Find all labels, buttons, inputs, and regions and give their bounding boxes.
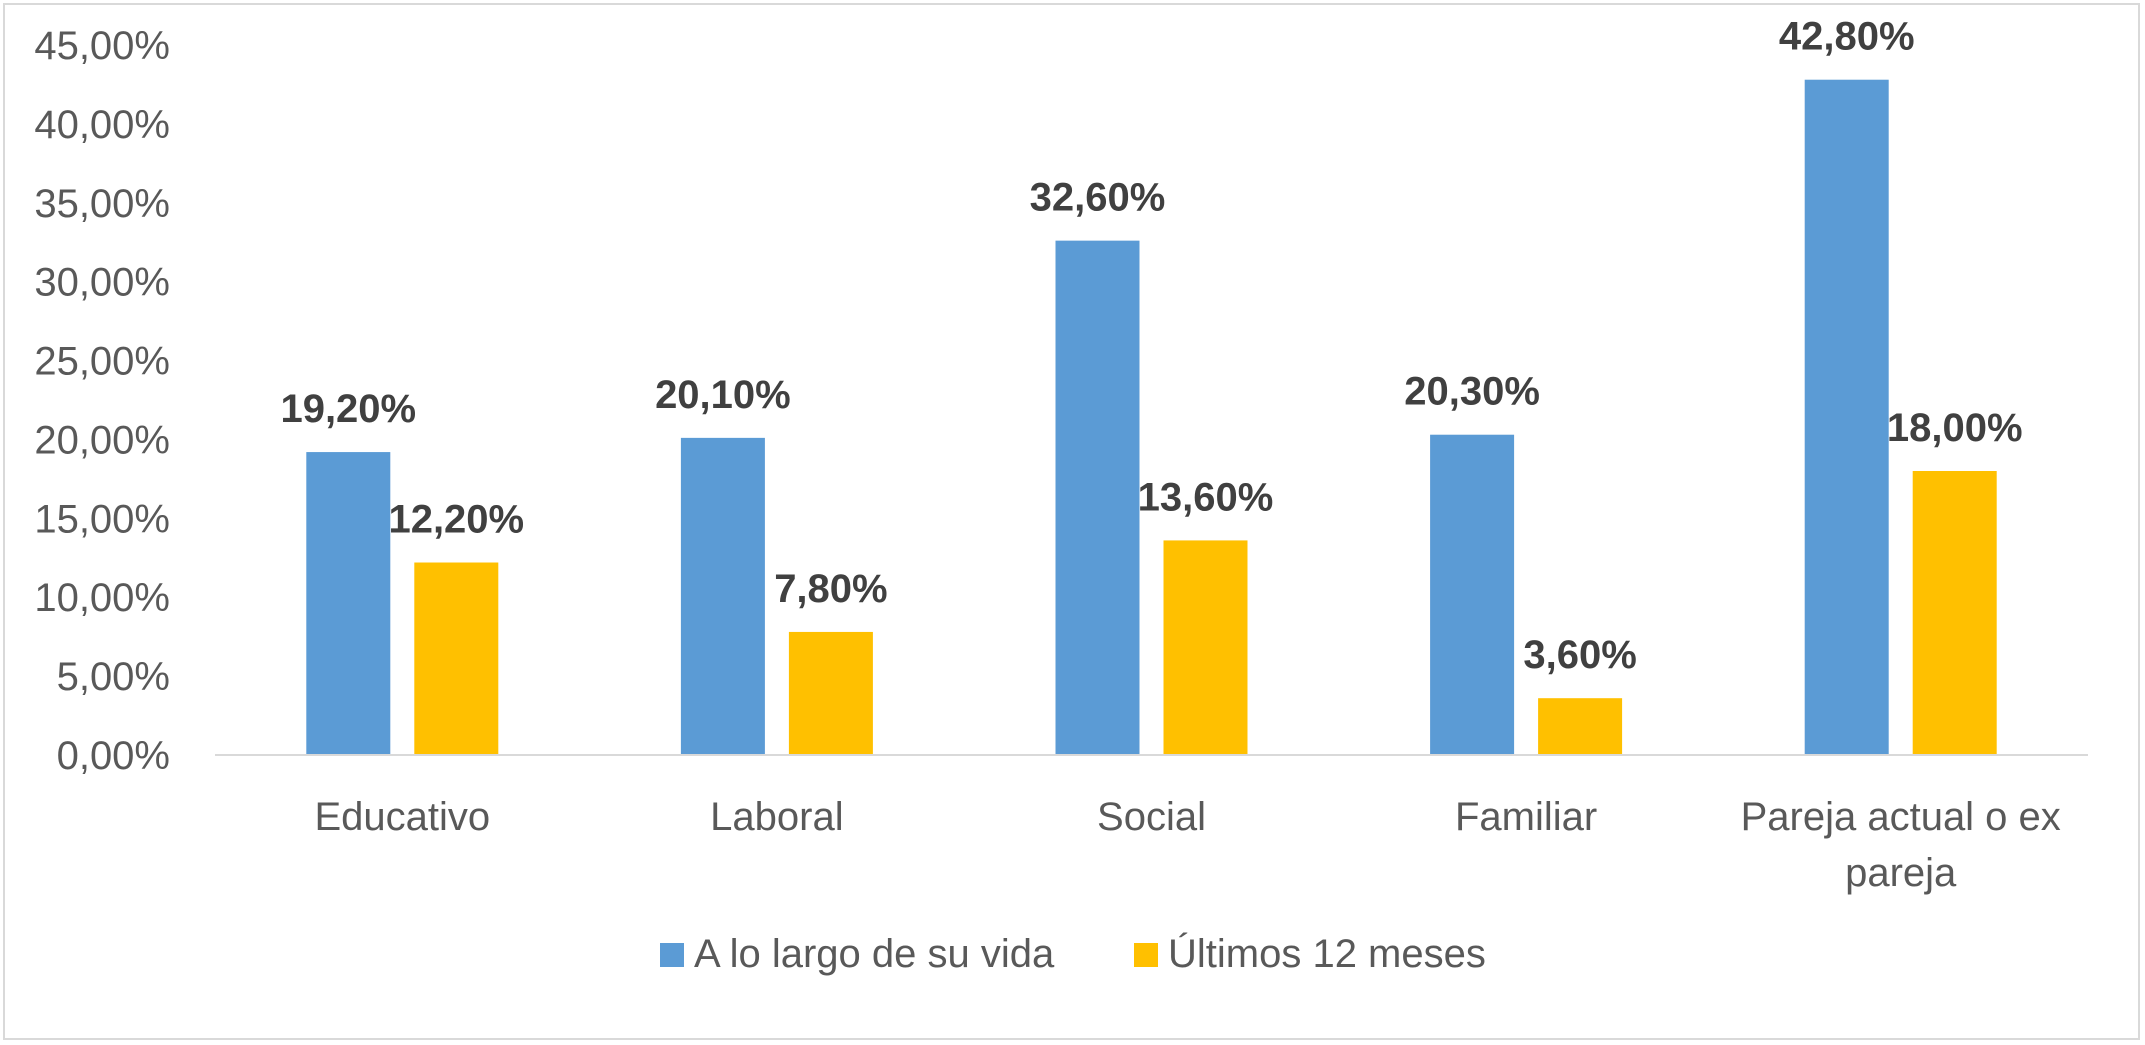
legend-label: A lo largo de su vida	[694, 932, 1055, 976]
bar-lifetime	[1430, 434, 1515, 755]
bar-last-12-months	[1912, 471, 1997, 755]
data-label: 7,80%	[774, 567, 887, 611]
x-category-label: Pareja actual o ex pareja	[1741, 795, 2061, 895]
data-label: 18,00%	[1887, 406, 2023, 450]
data-label: 42,80%	[1779, 15, 1915, 59]
x-category-label: Social	[1097, 795, 1206, 839]
data-label: 3,60%	[1523, 633, 1636, 677]
legend: A lo largo de su vida Últimos 12 meses	[660, 931, 1486, 976]
y-tick-label: 45,00%	[34, 24, 170, 68]
x-category-label: Educativo	[314, 795, 490, 839]
bar-lifetime	[306, 452, 391, 755]
y-tick-label: 35,00%	[34, 182, 170, 226]
bar-lifetime	[680, 437, 765, 755]
bar-lifetime	[1055, 240, 1140, 756]
x-category-label: Laboral	[710, 795, 843, 839]
legend-swatch	[1134, 943, 1158, 967]
bar-last-12-months	[414, 562, 499, 755]
x-category-label: Familiar	[1455, 795, 1597, 839]
y-tick-label: 15,00%	[34, 497, 170, 541]
bar-lifetime	[1804, 79, 1889, 755]
y-tick-label: 30,00%	[34, 261, 170, 305]
data-label: 12,20%	[388, 498, 524, 542]
data-label: 13,60%	[1138, 475, 1274, 519]
bar-last-12-months	[1163, 540, 1248, 755]
data-label: 19,20%	[280, 387, 416, 431]
legend-label: Últimos 12 meses	[1168, 931, 1486, 976]
bar-last-12-months	[788, 631, 873, 755]
legend-swatch	[660, 943, 684, 967]
bars	[306, 79, 1997, 756]
y-tick-label: 10,00%	[34, 576, 170, 620]
y-tick-label: 25,00%	[34, 340, 170, 384]
x-axis: Educativo Laboral Social Familiar Pareja act…	[314, 795, 2060, 895]
data-label: 20,10%	[655, 373, 791, 417]
y-axis: 0,00% 5,00% 10,00% 15,00% 20,00% 25,00% 30,00%…	[34, 24, 170, 778]
y-tick-label: 5,00%	[57, 655, 170, 699]
y-tick-label: 0,00%	[57, 734, 170, 778]
y-tick-label: 20,00%	[34, 418, 170, 462]
y-tick-label: 40,00%	[34, 103, 170, 147]
data-label: 20,30%	[1404, 370, 1540, 414]
data-label: 32,60%	[1030, 176, 1166, 220]
bar-last-12-months	[1538, 698, 1623, 755]
data-labels: 19,20% 12,20% 20,10% 7,80% 32,60% 13,60% 20,30…	[280, 15, 2022, 677]
